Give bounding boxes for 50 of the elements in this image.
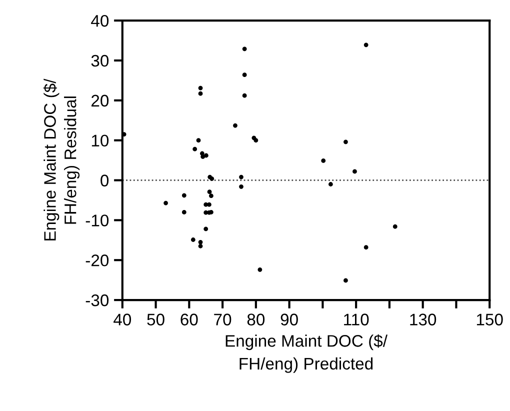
point — [364, 245, 368, 250]
point — [207, 190, 212, 194]
point — [258, 267, 262, 272]
point — [198, 244, 203, 248]
x-axis-title: Engine Maint DOC ($/ FH/eng) Predicted — [226, 334, 388, 373]
x-tick-label: 110 — [344, 314, 369, 326]
point — [239, 184, 244, 189]
x-tick-label: 150 — [476, 314, 503, 326]
point — [242, 93, 247, 98]
y-tick-label: 20 — [92, 94, 109, 107]
point — [182, 210, 186, 214]
x-tick-label: 60 — [180, 314, 198, 326]
x-tick-label: 40 — [114, 314, 132, 326]
y-axis-title: Engine Maint DOC ($/ FH/eng) Residual — [43, 78, 80, 240]
point — [209, 194, 214, 198]
y-tick-label: -20 — [86, 254, 109, 266]
point — [204, 153, 208, 158]
point — [198, 86, 203, 90]
point — [182, 193, 186, 198]
y-tick-label: -30 — [86, 294, 109, 306]
point — [392, 224, 398, 229]
point — [254, 138, 258, 143]
x-tick-label: 90 — [280, 314, 298, 326]
point — [242, 72, 247, 78]
point — [190, 238, 196, 242]
y-tick-label: 30 — [91, 54, 109, 67]
point — [344, 278, 348, 283]
point — [200, 154, 206, 159]
point — [233, 123, 238, 128]
point — [198, 91, 203, 96]
y-tick-label: 0 — [100, 174, 109, 186]
point — [352, 169, 357, 174]
x-tick-label: 130 — [410, 314, 436, 326]
point — [242, 46, 247, 52]
point — [239, 174, 244, 180]
x-tick-label: 80 — [247, 314, 265, 326]
point — [328, 182, 333, 186]
point — [164, 200, 168, 206]
point — [198, 240, 203, 244]
point — [204, 226, 208, 232]
point — [321, 158, 326, 163]
x-tick-label: 50 — [147, 314, 164, 326]
y-tick-label: 10 — [92, 134, 109, 147]
point — [196, 138, 201, 143]
y-tick-label: 40 — [91, 14, 109, 27]
x-tick-label: 70 — [214, 314, 232, 326]
point — [364, 42, 368, 48]
y-tick-label: -10 — [86, 214, 109, 226]
point — [192, 146, 198, 152]
point — [344, 140, 348, 144]
